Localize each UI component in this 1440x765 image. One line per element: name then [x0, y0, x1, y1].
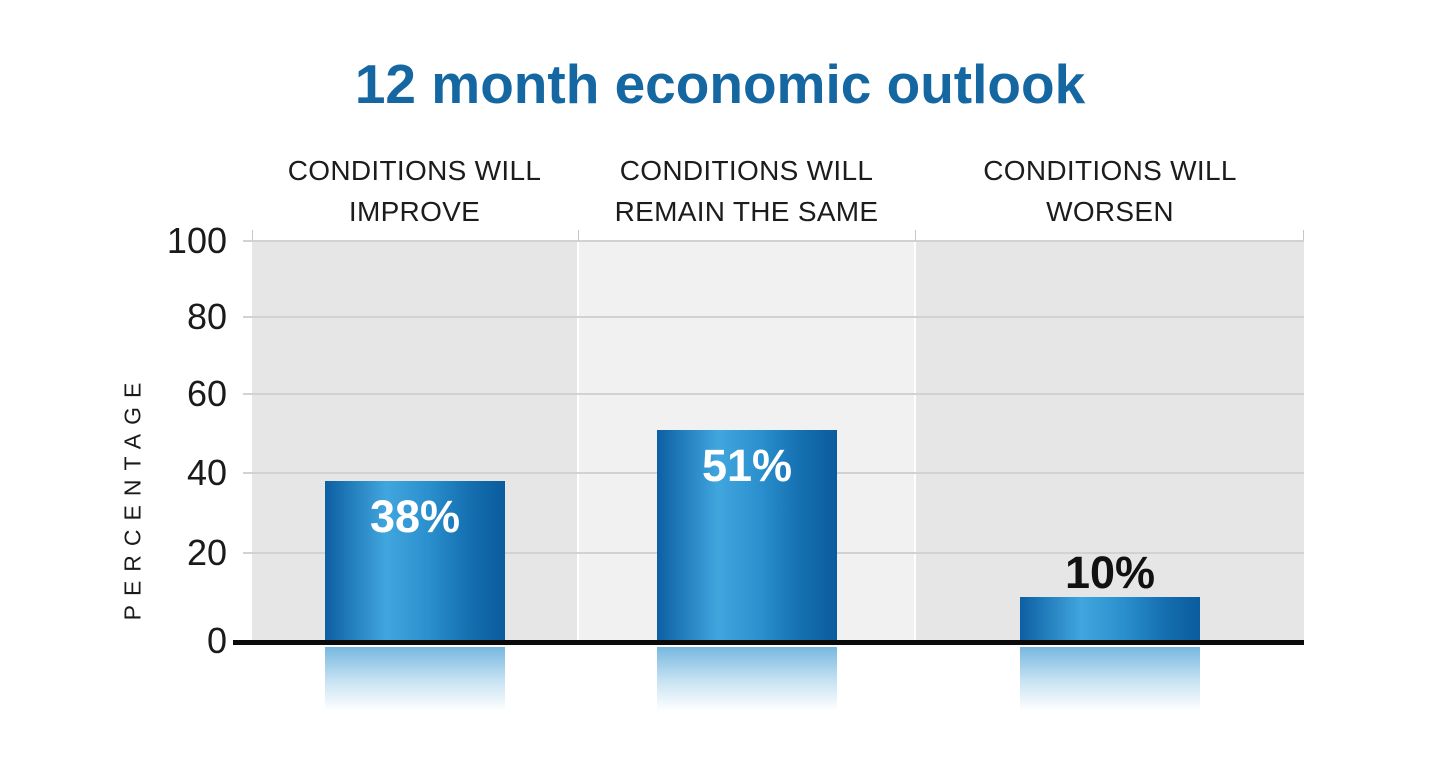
category-label: CONDITIONS WILL WORSEN	[935, 150, 1285, 232]
bar-reflection	[325, 647, 505, 711]
panel-boundary-tick	[915, 230, 916, 241]
category-label-line: CONDITIONS WILL	[983, 155, 1237, 186]
bar-2	[657, 430, 837, 641]
bar-value-label: 51%	[701, 440, 793, 491]
y-tick-label-20: 20	[186, 532, 227, 573]
gridline-60	[243, 393, 1304, 395]
category-label-line: CONDITIONS WILL	[619, 155, 874, 186]
category-label-line: IMPROVE	[348, 196, 481, 227]
bar-value-label: 38%	[369, 491, 461, 542]
bar-reflection	[657, 647, 837, 711]
category-label-line: REMAIN THE SAME	[614, 196, 879, 227]
bar-reflection	[1020, 647, 1200, 711]
bar-3	[1020, 597, 1200, 641]
category-label: CONDITIONS WILL REMAIN THE SAME	[572, 150, 922, 232]
category-panel	[916, 241, 1304, 641]
category-label-line: CONDITIONS WILL	[287, 155, 542, 186]
y-tick-label-0: 0	[206, 620, 227, 661]
bar-1	[325, 481, 505, 641]
category-label: CONDITIONS WILL IMPROVE	[240, 150, 590, 232]
panel-boundary-tick	[1303, 230, 1304, 241]
bar-value-label: 10%	[1064, 547, 1156, 598]
y-tick-label-60: 60	[186, 373, 227, 414]
y-tick-label-40: 40	[186, 452, 227, 493]
panel-boundary-tick	[578, 230, 579, 241]
gridline-100	[243, 240, 1304, 242]
gridline-80	[243, 316, 1304, 318]
y-tick-label-80: 80	[186, 296, 227, 337]
panel-boundary-tick	[252, 230, 253, 241]
y-tick-label-100: 100	[166, 220, 227, 261]
chart-title: 12 month economic outlook	[354, 53, 1086, 115]
category-label-line: WORSEN	[1046, 196, 1174, 227]
x-axis-baseline	[233, 640, 1304, 645]
